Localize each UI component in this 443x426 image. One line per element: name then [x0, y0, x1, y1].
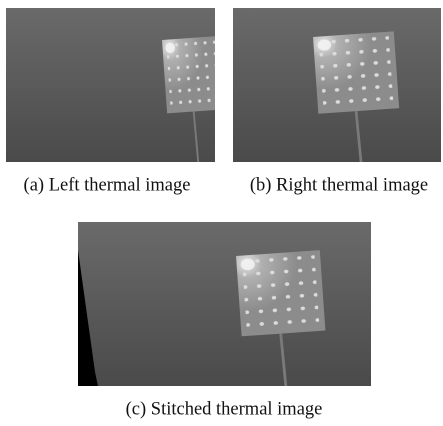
caption: (b) Right thermal image	[250, 175, 428, 195]
caption: (a) Left thermal image	[24, 175, 191, 195]
figure: (a) Left thermal image (b) Right thermal…	[0, 0, 443, 426]
caption: (c) Stitched thermal image	[126, 399, 323, 419]
stitched-thermal-image	[78, 222, 371, 426]
